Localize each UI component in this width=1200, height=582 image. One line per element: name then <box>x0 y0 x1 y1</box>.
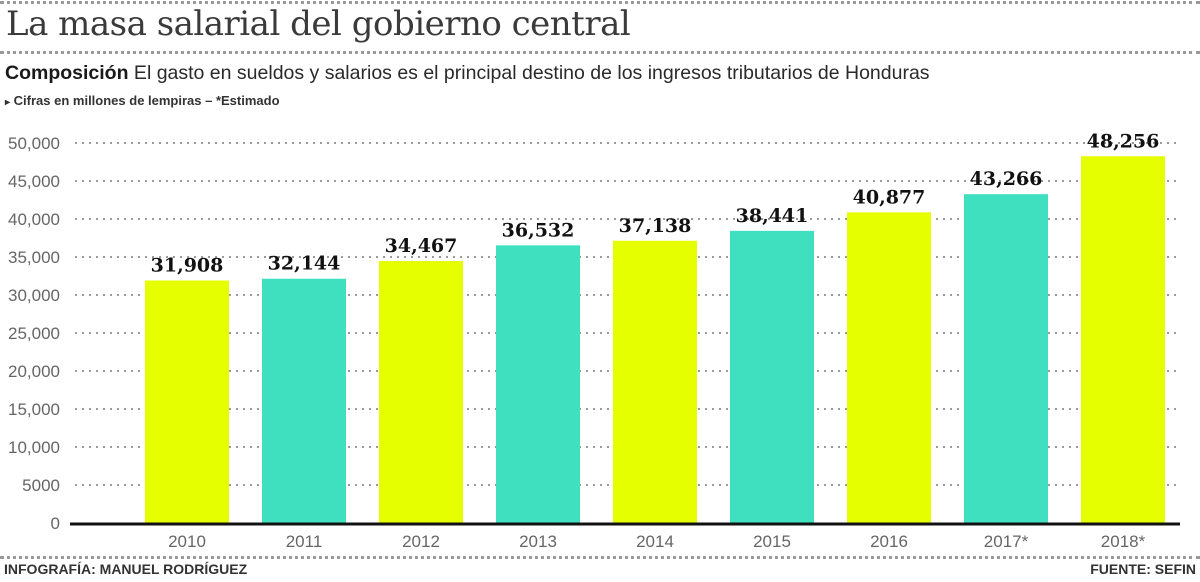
x-tick-label: 2010 <box>168 532 206 551</box>
source: FUENTE: SEFIN <box>1090 561 1196 577</box>
data-label: 31,908 <box>151 254 224 276</box>
data-label: 32,144 <box>268 253 341 275</box>
footer-divider <box>0 556 1200 559</box>
x-tick-label: 2011 <box>286 532 323 551</box>
subtitle-text: El gasto en sueldos y salarios es el pri… <box>128 62 930 84</box>
bar-2010 <box>145 280 229 523</box>
chart-subtitle: Composición El gasto en sueldos y salari… <box>5 62 930 85</box>
top-divider <box>0 1 1200 4</box>
triangle-bullet-icon: ▸ <box>5 97 11 108</box>
bar-2012 <box>379 261 463 523</box>
x-tick-label: 2018* <box>1101 532 1146 551</box>
x-tick-label: 2017* <box>984 532 1029 551</box>
y-tick-label: 10,000 <box>8 438 60 457</box>
credit: INFOGRAFÍA: MANUEL RODRÍGUEZ <box>4 561 248 577</box>
title-divider <box>0 51 1200 54</box>
y-tick-label: 35,000 <box>8 248 60 267</box>
x-axis-ticks: 2010 2011 2012 2013 2014 2015 2016 2017* 2018* <box>168 532 1146 551</box>
x-tick-label: 2016 <box>870 532 908 551</box>
x-tick-label: 2012 <box>402 532 440 551</box>
units-note-text: Cifras en millones de lempiras – *Estima… <box>13 93 280 108</box>
bar-2014 <box>613 240 697 523</box>
data-label: 43,266 <box>970 168 1043 190</box>
bar-2016 <box>847 212 931 524</box>
data-label: 38,441 <box>736 205 809 227</box>
y-tick-label: 50,000 <box>8 134 60 153</box>
data-label: 37,138 <box>619 215 692 237</box>
y-tick-label: 45,000 <box>8 172 60 191</box>
y-tick-label: 30,000 <box>8 286 60 305</box>
subtitle-lead: Composición <box>5 62 129 84</box>
chart-title: La masa salarial del gobierno central <box>6 4 631 44</box>
y-tick-label: 5000 <box>22 476 60 495</box>
units-note: ▸ Cifras en millones de lempiras – *Esti… <box>5 93 280 108</box>
data-labels: 31,908 32,144 34,467 36,532 37,138 38,441 40,8… <box>151 130 1160 276</box>
data-label: 36,532 <box>502 219 575 241</box>
bar-2018 <box>1081 156 1165 523</box>
bar-2011 <box>262 278 346 523</box>
bar-2015 <box>730 230 814 524</box>
bars <box>145 156 1165 524</box>
bar-2017 <box>964 194 1048 523</box>
x-tick-label: 2014 <box>636 532 674 551</box>
y-axis-ticks: 0 5000 10,000 15,000 20,000 25,000 30,000 35,00… <box>8 134 60 533</box>
y-tick-label: 25,000 <box>8 324 60 343</box>
data-label: 48,256 <box>1087 130 1160 152</box>
y-tick-label: 20,000 <box>8 362 60 381</box>
y-tick-label: 40,000 <box>8 210 60 229</box>
y-tick-label: 15,000 <box>8 400 60 419</box>
bar-2013 <box>496 245 580 523</box>
data-label: 34,467 <box>385 235 458 257</box>
y-tick-label: 0 <box>51 514 60 533</box>
x-tick-label: 2015 <box>753 532 791 551</box>
data-label: 40,877 <box>853 186 926 208</box>
x-tick-label: 2013 <box>519 532 557 551</box>
